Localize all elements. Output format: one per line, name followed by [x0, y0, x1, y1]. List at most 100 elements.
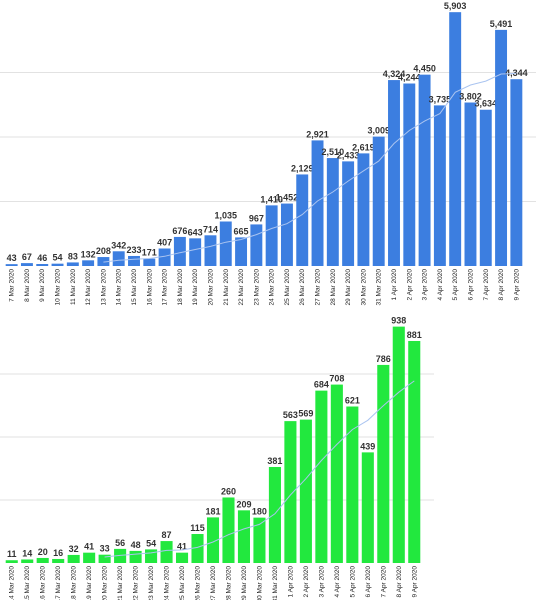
bar: [361, 452, 374, 563]
bar-value-label: 3,634: [474, 99, 497, 109]
x-tick-label: 2 Apr 2020: [406, 269, 413, 301]
x-tick-label: 29 Mar 2020: [241, 566, 248, 600]
bar: [66, 262, 79, 266]
bar-value-label: 260: [221, 486, 236, 496]
bar-value-label: 56: [115, 538, 125, 548]
bar: [372, 136, 385, 266]
bar-value-label: 233: [126, 245, 141, 255]
bar: [98, 554, 111, 563]
x-tick-label: 17 Mar 2020: [55, 566, 62, 600]
bottom-bar-chart: 11 14 Mar 2020 14 15 Mar 2020 20 16 Mar 2020 1…: [0, 316, 434, 600]
x-tick-label: 29 Mar 2020: [345, 269, 352, 306]
bar: [342, 161, 355, 266]
bar-value-label: 2,129: [291, 163, 314, 173]
bar: [82, 260, 95, 266]
x-tick-label: 2 Apr 2020: [303, 566, 310, 598]
bar: [204, 235, 217, 266]
bar-value-label: 83: [68, 251, 78, 261]
x-tick-label: 31 Mar 2020: [376, 269, 383, 306]
bar: [21, 559, 34, 563]
x-tick-label: 22 Mar 2020: [133, 566, 140, 600]
x-tick-label: 28 Mar 2020: [330, 269, 337, 306]
x-tick-label: 21 Mar 2020: [117, 566, 124, 600]
bar: [464, 102, 477, 266]
x-tick-label: 23 Mar 2020: [148, 566, 155, 600]
bar: [20, 263, 33, 266]
x-tick-label: 22 Mar 2020: [238, 269, 245, 306]
bar-value-label: 4,450: [413, 64, 436, 74]
bar-value-label: 54: [53, 253, 63, 263]
x-tick-label: 3 Apr 2020: [318, 566, 325, 598]
bar-value-label: 3,009: [367, 126, 390, 136]
x-tick-label: 28 Mar 2020: [225, 566, 232, 600]
bar-value-label: 2,510: [322, 147, 345, 157]
bar: [5, 264, 18, 266]
bar: [403, 83, 416, 267]
x-tick-label: 19 Mar 2020: [192, 269, 199, 306]
bar: [346, 406, 359, 563]
bar: [280, 203, 293, 266]
x-tick-label: 8 Apr 2020: [396, 566, 403, 598]
x-tick-label: 23 Mar 2020: [253, 269, 260, 306]
bar: [408, 340, 421, 563]
x-tick-label: 30 Mar 2020: [360, 269, 367, 306]
bar: [36, 557, 49, 563]
bar-value-label: 41: [177, 542, 187, 552]
x-tick-label: 19 Mar 2020: [86, 566, 93, 600]
trend-line: [103, 72, 517, 263]
bar: [265, 205, 278, 266]
x-tick-label: 7 Mar 2020: [9, 269, 16, 302]
bar-value-label: 2,619: [352, 142, 375, 152]
x-tick-label: 31 Mar 2020: [272, 566, 279, 600]
bar-value-label: 115: [190, 523, 205, 533]
x-tick-label: 21 Mar 2020: [223, 269, 230, 306]
bar-value-label: 2,433: [337, 150, 360, 160]
x-tick-label: 18 Mar 2020: [177, 269, 184, 306]
bar-value-label: 786: [376, 354, 391, 364]
x-tick-label: 1 Apr 2020: [287, 566, 294, 598]
bar: [392, 326, 405, 563]
bar-value-label: 5,491: [490, 19, 513, 29]
bar: [189, 238, 202, 266]
bar-value-label: 342: [111, 240, 126, 250]
bar: [97, 257, 110, 266]
bar-value-label: 2,921: [306, 129, 329, 139]
bar-value-label: 4,324: [383, 69, 406, 79]
bar-value-label: 41: [84, 542, 94, 552]
bar: [296, 174, 309, 266]
x-tick-label: 12 Mar 2020: [85, 269, 92, 306]
bar-value-label: 171: [142, 248, 157, 258]
bar-value-label: 708: [329, 374, 344, 384]
bar-value-label: 676: [172, 226, 187, 236]
x-tick-label: 16 Mar 2020: [40, 566, 47, 600]
bar: [433, 105, 446, 267]
bar-value-label: 1,035: [214, 210, 237, 220]
x-tick-label: 15 Mar 2020: [24, 566, 31, 600]
bar: [250, 224, 263, 266]
bar-value-label: 46: [37, 253, 47, 263]
x-tick-label: 18 Mar 2020: [71, 566, 78, 600]
bar: [51, 263, 64, 266]
x-tick-label: 9 Mar 2020: [39, 269, 46, 302]
bar: [222, 497, 235, 563]
bar-value-label: 48: [131, 540, 141, 550]
x-tick-label: 5 Apr 2020: [349, 566, 356, 598]
bar: [330, 384, 343, 563]
x-tick-label: 4 Apr 2020: [437, 269, 444, 301]
bar-value-label: 87: [162, 530, 172, 540]
x-tick-label: 20 Mar 2020: [102, 566, 109, 600]
bar: [173, 236, 186, 266]
bar-value-label: 132: [81, 249, 96, 259]
bar: [357, 153, 370, 266]
bar-value-label: 16: [53, 548, 63, 558]
bar: [418, 74, 431, 267]
bar-value-label: 563: [283, 410, 298, 420]
x-tick-label: 20 Mar 2020: [207, 269, 214, 306]
bar: [160, 541, 173, 563]
x-tick-label: 5 Apr 2020: [452, 269, 459, 301]
x-tick-label: 16 Mar 2020: [146, 269, 153, 306]
bar: [114, 548, 127, 563]
x-tick-label: 17 Mar 2020: [162, 269, 169, 306]
x-tick-label: 24 Mar 2020: [164, 566, 171, 600]
x-tick-label: 14 Mar 2020: [116, 269, 123, 306]
